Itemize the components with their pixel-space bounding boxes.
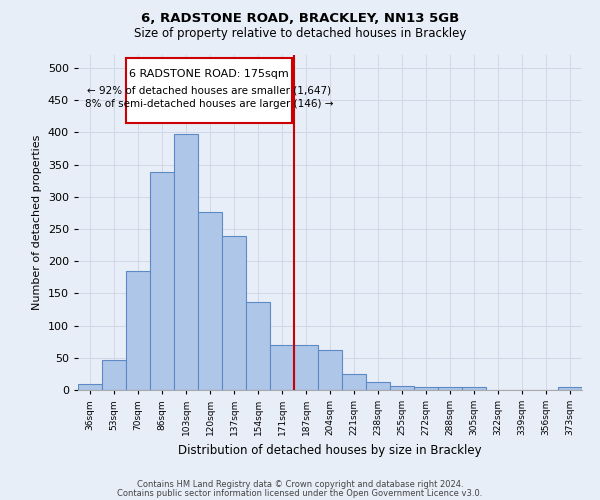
Text: 6, RADSTONE ROAD, BRACKLEY, NN13 5GB: 6, RADSTONE ROAD, BRACKLEY, NN13 5GB xyxy=(141,12,459,26)
Bar xyxy=(342,374,366,390)
Text: 6 RADSTONE ROAD: 175sqm: 6 RADSTONE ROAD: 175sqm xyxy=(129,68,289,78)
Bar xyxy=(414,387,438,390)
Bar xyxy=(318,350,342,390)
Text: 8% of semi-detached houses are larger (146) →: 8% of semi-detached houses are larger (1… xyxy=(85,100,333,110)
Bar xyxy=(246,302,270,390)
Text: Contains HM Land Registry data © Crown copyright and database right 2024.: Contains HM Land Registry data © Crown c… xyxy=(137,480,463,489)
Text: Size of property relative to detached houses in Brackley: Size of property relative to detached ho… xyxy=(134,28,466,40)
Bar xyxy=(558,387,582,390)
Bar xyxy=(294,345,318,390)
Bar xyxy=(78,384,102,390)
Bar xyxy=(150,172,174,390)
Bar xyxy=(270,345,294,390)
X-axis label: Distribution of detached houses by size in Brackley: Distribution of detached houses by size … xyxy=(178,444,482,456)
Text: ← 92% of detached houses are smaller (1,647): ← 92% of detached houses are smaller (1,… xyxy=(87,86,331,96)
Bar xyxy=(366,382,390,390)
Y-axis label: Number of detached properties: Number of detached properties xyxy=(32,135,42,310)
Bar xyxy=(198,212,222,390)
Text: Contains public sector information licensed under the Open Government Licence v3: Contains public sector information licen… xyxy=(118,489,482,498)
Bar xyxy=(174,134,198,390)
Bar xyxy=(462,388,486,390)
Bar xyxy=(102,360,126,390)
Bar xyxy=(390,386,414,390)
Bar xyxy=(126,271,150,390)
Bar xyxy=(438,388,462,390)
FancyBboxPatch shape xyxy=(126,58,292,122)
Bar xyxy=(222,236,246,390)
